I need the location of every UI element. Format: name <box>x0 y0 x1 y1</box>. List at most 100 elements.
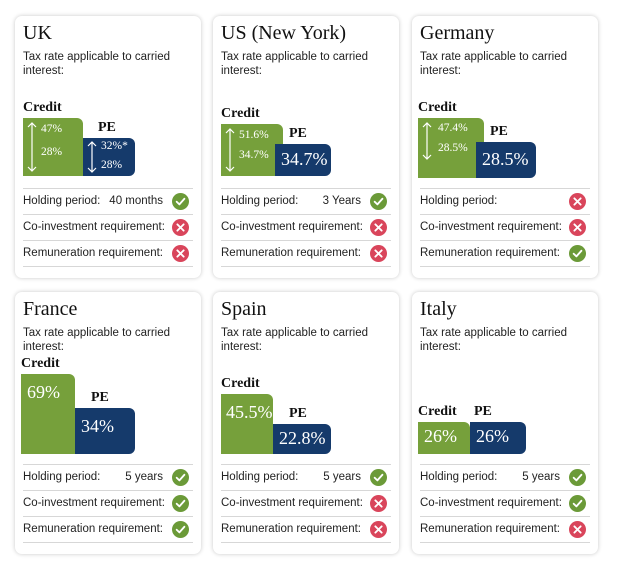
pe-label: PE <box>289 126 307 141</box>
coinvestment-row: Co-investment requirement: <box>23 214 193 240</box>
check-icon <box>172 521 189 538</box>
holding-period-row: Holding period: 3 Years <box>221 188 391 214</box>
pe-rate: 28.5% <box>482 149 529 169</box>
credit-high-rate: 47% <box>41 123 63 135</box>
pe-bar: 32%* 28% <box>83 138 135 176</box>
credit-low-rate: 28.5% <box>438 142 468 154</box>
row-label: Co-investment requirement: <box>420 221 562 233</box>
cross-icon <box>370 245 387 262</box>
rate-chart: Credit 45.5% PE 22.8% <box>219 292 395 462</box>
check-icon <box>370 193 387 210</box>
pe-label: PE <box>474 404 492 419</box>
row-label: Holding period: <box>420 471 498 483</box>
credit-bar: 45.5% <box>221 394 273 454</box>
coinvestment-row: Co-investment requirement: <box>23 490 193 516</box>
requirements-list: Holding period: 5 years Co-investment req… <box>23 464 193 543</box>
range-arrow-icon <box>87 141 97 173</box>
holding-period-row: Holding period: <box>420 188 590 214</box>
credit-rate: 69% <box>27 382 60 402</box>
cross-icon <box>370 219 387 236</box>
check-icon <box>172 193 189 210</box>
pe-bar: 26% <box>470 422 526 454</box>
country-title: US (New York) <box>221 22 347 44</box>
country-title: UK <box>23 22 52 44</box>
card-germany: Germany Tax rate applicable to carried i… <box>412 16 598 278</box>
country-title: Germany <box>420 22 495 44</box>
row-label: Remuneration requirement: <box>221 523 361 535</box>
cross-icon <box>172 219 189 236</box>
rate-chart: Credit 69% PE 34% <box>21 292 197 462</box>
rate-chart: Credit 26% PE 26% <box>418 292 594 462</box>
pe-rate: 34.7% <box>281 149 328 169</box>
rate-chart: Credit 51.6% 34.7% PE 34.7% <box>219 16 395 186</box>
check-icon <box>370 469 387 486</box>
holding-value: 5 years <box>125 471 163 483</box>
holding-period-row: Holding period: 5 years <box>221 464 391 490</box>
subtitle: Tax rate applicable to carried interest: <box>420 327 568 353</box>
cross-icon <box>569 521 586 538</box>
holding-period-row: Holding period: 5 years <box>23 464 193 490</box>
country-title: Spain <box>221 298 267 320</box>
check-icon <box>569 495 586 512</box>
subtitle: Tax rate applicable to carried interest: <box>221 327 369 353</box>
row-label: Co-investment requirement: <box>221 497 363 509</box>
remuneration-row: Remuneration requirement: <box>420 516 590 543</box>
check-icon <box>172 495 189 512</box>
requirements-list: Holding period: 5 years Co-investment req… <box>420 464 590 543</box>
row-label: Holding period: <box>23 471 101 483</box>
remuneration-row: Remuneration requirement: <box>221 516 391 543</box>
row-label: Co-investment requirement: <box>23 497 165 509</box>
cross-icon <box>569 219 586 236</box>
coinvestment-row: Co-investment requirement: <box>420 490 590 516</box>
requirements-list: Holding period: 3 Years Co-investment req… <box>221 188 391 267</box>
subtitle: Tax rate applicable to carried interest: <box>23 327 171 353</box>
remuneration-row: Remuneration requirement: <box>420 240 590 267</box>
pe-rate: 22.8% <box>279 428 326 448</box>
row-label: Remuneration requirement: <box>23 247 163 259</box>
credit-low-rate: 28% <box>41 146 63 158</box>
check-icon <box>569 245 586 262</box>
remuneration-row: Remuneration requirement: <box>23 516 193 543</box>
cross-icon <box>370 495 387 512</box>
pe-bar: 22.8% <box>273 424 331 454</box>
row-label: Remuneration requirement: <box>23 523 163 535</box>
credit-low-rate: 34.7% <box>239 149 269 161</box>
holding-value: 5 years <box>323 471 361 483</box>
range-arrow-icon <box>225 128 235 172</box>
credit-bar: 47.4% 28.5% <box>418 118 484 178</box>
holding-value: 5 years <box>522 471 560 483</box>
pe-rate: 34% <box>81 416 114 436</box>
check-icon <box>569 469 586 486</box>
country-title: France <box>23 298 78 320</box>
pe-low-rate: 28% <box>101 159 123 171</box>
pe-label: PE <box>289 406 307 421</box>
credit-bar: 47% 28% <box>23 118 83 176</box>
coinvestment-row: Co-investment requirement: <box>221 490 391 516</box>
credit-label: Credit <box>221 106 260 121</box>
card-italy: Italy Tax rate applicable to carried int… <box>412 292 598 554</box>
credit-label: Credit <box>221 376 260 391</box>
row-label: Holding period: <box>221 195 299 207</box>
row-label: Remuneration requirement: <box>420 247 560 259</box>
check-icon <box>172 469 189 486</box>
row-label: Co-investment requirement: <box>23 221 165 233</box>
pe-high-rate: 32%* <box>101 140 128 152</box>
rate-chart: Credit 47% 28% PE 32%* 28% <box>21 16 197 186</box>
row-label: Holding period: <box>420 195 498 207</box>
range-arrow-icon <box>422 122 432 160</box>
row-label: Remuneration requirement: <box>221 247 361 259</box>
row-label: Holding period: <box>221 471 299 483</box>
holding-value: 40 months <box>109 195 163 207</box>
credit-bar: 51.6% 34.7% <box>221 124 283 176</box>
row-label: Remuneration requirement: <box>420 523 560 535</box>
credit-high-rate: 51.6% <box>239 129 269 141</box>
cross-icon <box>370 521 387 538</box>
pe-label: PE <box>98 120 116 135</box>
credit-rate: 26% <box>424 426 457 446</box>
credit-bar: 26% <box>418 422 470 454</box>
credit-high-rate: 47.4% <box>438 122 468 134</box>
credit-label: Credit <box>21 356 60 371</box>
requirements-list: Holding period: 40 months Co-investment r… <box>23 188 193 267</box>
remuneration-row: Remuneration requirement: <box>23 240 193 267</box>
pe-bar: 28.5% <box>476 142 536 178</box>
